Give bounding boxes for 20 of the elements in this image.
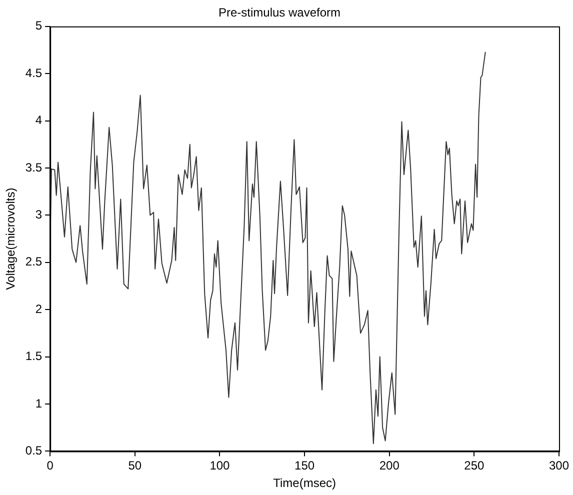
y-tick-label: 1: [35, 396, 42, 410]
x-tick-label: 50: [128, 458, 142, 473]
y-tick-label: 4.5: [25, 66, 42, 80]
x-axis-title: Time(msec): [273, 476, 336, 490]
x-tick-label: 200: [379, 458, 400, 473]
y-tick-label: 3: [35, 208, 42, 222]
x-tick-label: 100: [210, 458, 230, 473]
y-tick-label: 1.5: [25, 349, 42, 364]
x-tick-label: 0: [46, 458, 54, 473]
y-tick-label: 2.5: [25, 254, 42, 269]
y-tick-label: 0.5: [25, 444, 42, 458]
y-tick-label: 5: [35, 18, 42, 33]
x-tick-label: 250: [464, 458, 485, 473]
x-tick-label: 150: [294, 458, 315, 473]
y-tick-label: 4: [35, 113, 42, 128]
y-tick-label: 2: [35, 302, 42, 316]
chart-title: Pre-stimulus waveform: [218, 6, 341, 20]
x-tick-label: 300: [548, 458, 570, 473]
y-tick-label: 3.5: [25, 160, 42, 174]
y-axis-title: Voltage(microvolts): [4, 188, 18, 290]
